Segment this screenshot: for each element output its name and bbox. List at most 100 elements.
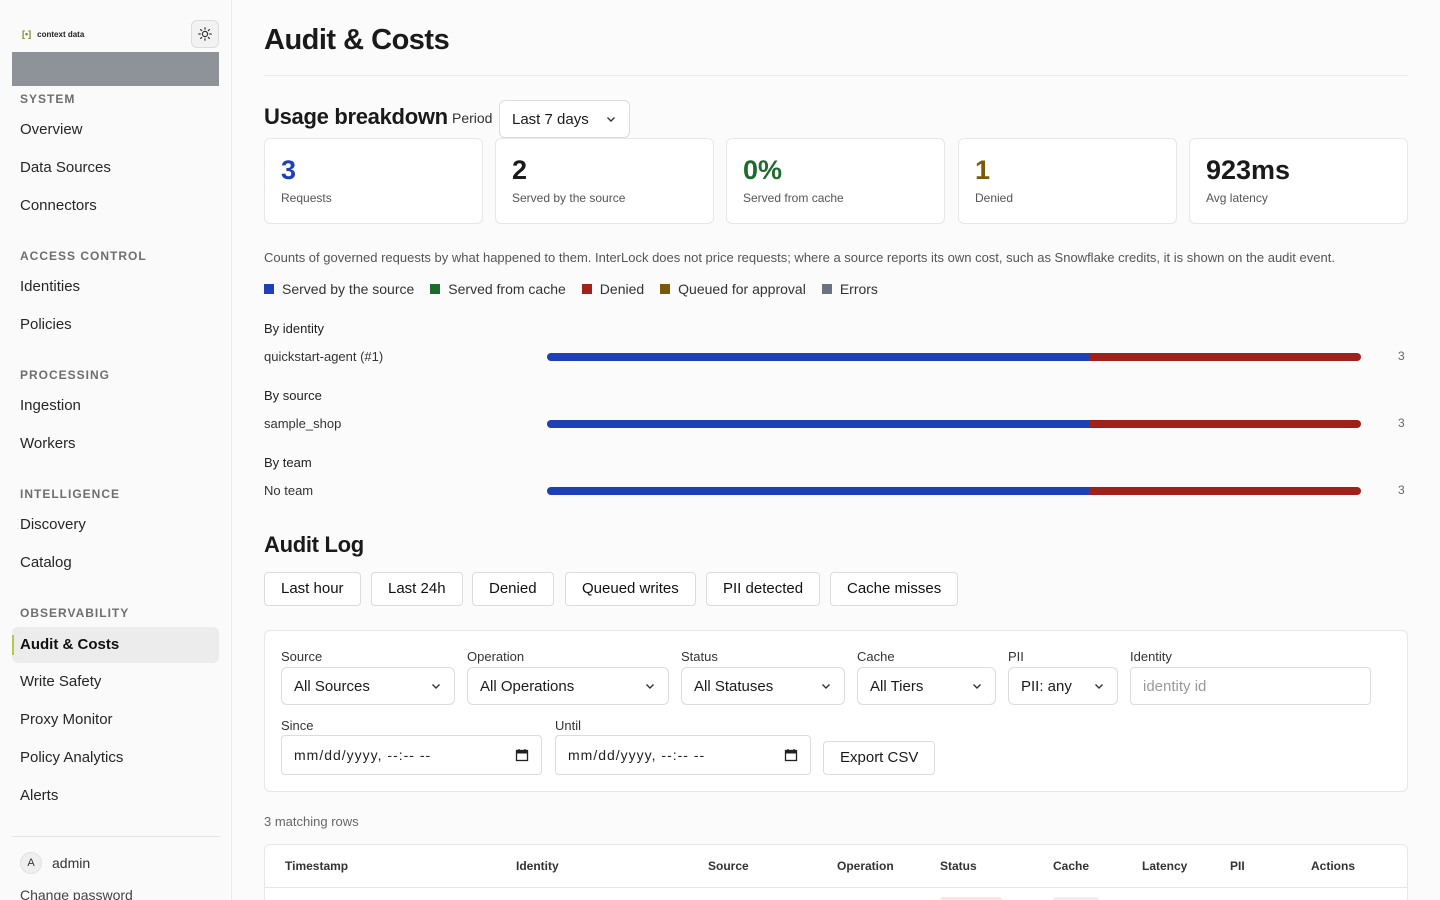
sidebar-divider bbox=[12, 836, 220, 837]
sidebar-item-data-sources[interactable]: Data Sources bbox=[20, 159, 111, 176]
sidebar-item-discovery[interactable]: Discovery bbox=[20, 516, 86, 533]
nav-section-observability: OBSERVABILITY bbox=[20, 606, 130, 620]
stat-value: 3 bbox=[281, 155, 297, 185]
user-menu[interactable]: A admin bbox=[20, 852, 90, 874]
sidebar-item-proxy-monitor[interactable]: Proxy Monitor bbox=[20, 711, 113, 728]
legend-swatch bbox=[821, 284, 832, 294]
pii-filter-label: PII bbox=[1008, 649, 1024, 664]
sidebar-item-connectors[interactable]: Connectors bbox=[20, 197, 97, 214]
stat-label: Requests bbox=[281, 191, 332, 205]
until-date-input[interactable]: mm/dd/yyyy, --:-- -- bbox=[555, 735, 811, 775]
breakdown-row-label: quickstart-agent (#1) bbox=[264, 349, 384, 364]
status-filter-label: Status bbox=[681, 649, 718, 664]
column-header-actions[interactable]: Actions bbox=[1311, 859, 1356, 873]
bar-segment-denied bbox=[1089, 420, 1361, 428]
since-filter-label: Since bbox=[281, 718, 314, 733]
calendar-icon[interactable] bbox=[515, 748, 529, 762]
sidebar-item-ingestion[interactable]: Ingestion bbox=[20, 397, 81, 414]
change-password-link[interactable]: Change password bbox=[20, 887, 133, 900]
sidebar-item-write-safety[interactable]: Write Safety bbox=[20, 673, 102, 690]
source-select-value: All Sources bbox=[294, 677, 370, 695]
status-badge bbox=[940, 897, 1002, 900]
sidebar: [•] context data SYSTEM Overview Data So… bbox=[0, 0, 232, 900]
chevron-down-icon bbox=[646, 684, 654, 689]
legend-item: Served by the source bbox=[264, 281, 414, 297]
identity-input[interactable]: identity id bbox=[1130, 667, 1371, 705]
breakdown-count: 3 bbox=[1398, 349, 1405, 363]
column-header-operation[interactable]: Operation bbox=[837, 859, 894, 873]
sidebar-item-audit-costs[interactable]: Audit & Costs bbox=[12, 627, 219, 663]
cache-filter-label: Cache bbox=[857, 649, 895, 664]
sidebar-banner bbox=[12, 52, 219, 86]
export-csv-button[interactable]: Export CSV bbox=[823, 741, 936, 775]
operation-select[interactable]: All Operations bbox=[467, 667, 669, 705]
column-header-latency[interactable]: Latency bbox=[1142, 859, 1188, 873]
since-date-input[interactable]: mm/dd/yyyy, --:-- -- bbox=[281, 735, 542, 775]
legend-item: Denied bbox=[581, 281, 645, 297]
source-select[interactable]: All Sources bbox=[281, 667, 455, 705]
breakdown-heading-identity: By identity bbox=[264, 321, 324, 336]
column-header-status[interactable]: Status bbox=[940, 859, 977, 873]
logo-mark: [•] bbox=[22, 29, 32, 39]
breakdown-heading-team: By team bbox=[264, 455, 312, 470]
sidebar-item-alerts[interactable]: Alerts bbox=[20, 787, 59, 804]
until-filter-label: Until bbox=[555, 718, 582, 733]
logo-row: [•] context data bbox=[12, 18, 220, 50]
operation-filter-label: Operation bbox=[467, 649, 525, 664]
stat-label: Served by the source bbox=[512, 191, 626, 205]
chevron-down-icon bbox=[1095, 684, 1103, 689]
column-header-identity[interactable]: Identity bbox=[516, 859, 559, 873]
period-select[interactable]: Last 7 days bbox=[499, 100, 630, 138]
sidebar-item-identities[interactable]: Identities bbox=[20, 278, 81, 295]
sidebar-item-policy-analytics[interactable]: Policy Analytics bbox=[20, 749, 124, 766]
stat-label: Denied bbox=[975, 191, 1014, 205]
source-filter-label: Source bbox=[281, 649, 323, 664]
since-date-value: mm/dd/yyyy, --:-- -- bbox=[294, 747, 432, 763]
column-header-cache[interactable]: Cache bbox=[1053, 859, 1090, 873]
legend-swatch bbox=[430, 284, 441, 294]
calendar-icon[interactable] bbox=[784, 748, 798, 762]
chevron-down-icon bbox=[432, 684, 440, 689]
quick-filter-queued-writes[interactable]: Queued writes bbox=[565, 572, 696, 606]
usage-breakdown-title: Usage breakdown bbox=[264, 104, 448, 129]
legend-label: Denied bbox=[599, 281, 645, 297]
column-header-source[interactable]: Source bbox=[708, 859, 749, 873]
identity-input-placeholder: identity id bbox=[1143, 677, 1207, 695]
quick-filter-cache-misses[interactable]: Cache misses bbox=[830, 572, 959, 606]
period-label: Period bbox=[452, 110, 493, 126]
breakdown-bar bbox=[547, 353, 1361, 361]
quick-filter-last-hour[interactable]: Last hour bbox=[264, 572, 361, 606]
audit-log-title: Audit Log bbox=[264, 532, 364, 557]
column-header-pii[interactable]: PII bbox=[1230, 859, 1245, 873]
nav-section-processing: PROCESSING bbox=[20, 368, 111, 382]
nav-section-intelligence: INTELLIGENCE bbox=[20, 487, 121, 501]
sidebar-item-catalog[interactable]: Catalog bbox=[20, 554, 72, 571]
stat-card-denied: 1 Denied bbox=[958, 138, 1177, 224]
identity-filter-label: Identity bbox=[1130, 649, 1172, 664]
cache-badge bbox=[1053, 897, 1099, 900]
sun-icon bbox=[198, 27, 212, 41]
bar-segment-served bbox=[547, 420, 1090, 428]
theme-toggle-button[interactable] bbox=[191, 20, 219, 48]
legend-label: Errors bbox=[839, 281, 878, 297]
chevron-down-icon bbox=[973, 684, 981, 689]
sidebar-item-overview[interactable]: Overview bbox=[20, 121, 83, 138]
logo[interactable]: [•] context data bbox=[12, 29, 84, 39]
stat-label: Avg latency bbox=[1206, 191, 1268, 205]
quick-filter-pii-detected[interactable]: PII detected bbox=[706, 572, 821, 606]
audit-table: Timestamp Identity Source Operation Stat… bbox=[264, 844, 1408, 900]
avatar: A bbox=[20, 852, 42, 874]
sidebar-item-workers[interactable]: Workers bbox=[20, 435, 76, 452]
status-select[interactable]: All Statuses bbox=[681, 667, 845, 705]
pii-select[interactable]: PII: any bbox=[1008, 667, 1118, 705]
column-header-timestamp[interactable]: Timestamp bbox=[285, 859, 349, 873]
chevron-down-icon bbox=[822, 684, 830, 689]
cache-select[interactable]: All Tiers bbox=[857, 667, 996, 705]
legend-swatch bbox=[660, 284, 671, 294]
sidebar-item-policies[interactable]: Policies bbox=[20, 316, 72, 333]
legend-item: Queued for approval bbox=[660, 281, 806, 297]
quick-filter-last-24h[interactable]: Last 24h bbox=[371, 572, 463, 606]
legend-item: Errors bbox=[821, 281, 878, 297]
stat-label: Served from cache bbox=[743, 191, 844, 205]
quick-filter-denied[interactable]: Denied bbox=[472, 572, 554, 606]
